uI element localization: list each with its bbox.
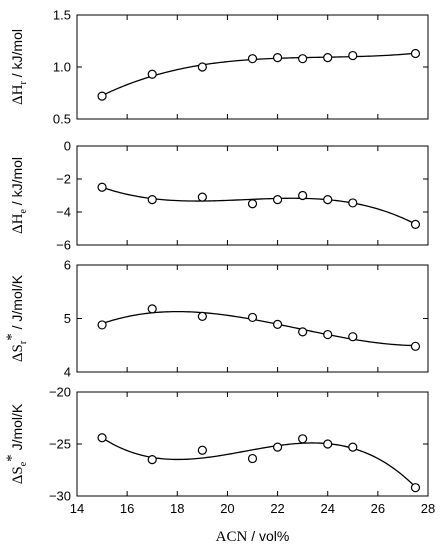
y-axis-label-symbol: ΔH [10, 84, 26, 105]
data-point [298, 190, 308, 201]
x-tick-label: 16 [120, 501, 134, 516]
data-point [323, 439, 333, 449]
data-point [247, 453, 258, 464]
y-tick-label: −2 [56, 172, 71, 187]
data-point [197, 62, 207, 72]
y-tick-label: −20 [49, 385, 71, 400]
y-tick-label: −4 [56, 205, 71, 220]
x-tick-label: 26 [371, 501, 385, 516]
data-point [197, 445, 207, 455]
data-point [323, 329, 333, 340]
data-point [247, 199, 258, 209]
y-axis-label-unit: / kJ/mol [9, 29, 25, 81]
y-axis-label: ΔSr* / J/mol/K [4, 274, 29, 362]
x-tick-label: 20 [220, 501, 234, 516]
y-tick-label: 1.5 [53, 8, 71, 23]
plot-frame [76, 14, 429, 120]
data-point [298, 434, 308, 444]
panel-3: 4 5 6 ΔSr* / J/mol/K [4, 258, 429, 380]
data-point [410, 219, 421, 229]
data-point [348, 442, 358, 452]
y-axis-label-unit: J/mol/K [9, 403, 25, 454]
data-point [323, 53, 333, 63]
data-point [410, 341, 421, 351]
data-point [147, 69, 157, 79]
data-point [97, 320, 107, 330]
x-tick-label: 28 [421, 501, 435, 516]
y-axis-label-superscript: * [4, 454, 20, 462]
data-point [197, 192, 207, 202]
y-axis-label-subscript: r [18, 340, 29, 344]
data-point [147, 455, 157, 465]
y-axis-label-symbol: ΔH [10, 213, 26, 234]
y-axis-label: ΔHe / kJ/mol [9, 157, 29, 234]
plot-frame [76, 391, 429, 497]
panel-2: −6 −4 −2 0 ΔHe / kJ/mol [9, 139, 429, 253]
data-point [97, 91, 107, 101]
x-axis-label: ACN / vol% [216, 528, 290, 545]
data-point [410, 48, 421, 59]
data-point [323, 195, 333, 205]
data-point [272, 53, 283, 63]
y-tick-label: 0 [64, 139, 71, 154]
y-axis-label-subscript: e [18, 461, 29, 466]
data-point [410, 483, 421, 493]
data-point [348, 50, 358, 61]
y-tick-label: 1.0 [53, 60, 71, 75]
y-tick-label: −30 [49, 489, 71, 504]
y-tick-label: 5 [64, 311, 71, 326]
y-axis-label-subscript: e [18, 209, 29, 214]
y-tick-label: 4 [64, 365, 71, 380]
x-axis-label-symbol: ACN [216, 529, 248, 545]
y-tick-label: −25 [49, 437, 71, 452]
data-point [247, 54, 258, 64]
y-axis-label-symbol: ΔS [10, 466, 26, 484]
y-axis-label-unit: / J/mol/K [9, 274, 25, 333]
y-axis-label-symbol: ΔS [10, 344, 26, 362]
x-tick-label: 22 [270, 501, 284, 516]
y-tick-label: 0.5 [53, 112, 71, 127]
y-axis-label: ΔHr / kJ/mol [9, 29, 29, 105]
y-axis-label-subscript: r [18, 80, 29, 84]
y-axis-label-unit: / kJ/mol [9, 157, 25, 209]
data-point [197, 311, 207, 321]
data-point [147, 195, 157, 205]
y-tick-label: −6 [56, 238, 71, 253]
data-point [348, 332, 358, 342]
x-tick-label: 18 [170, 501, 184, 516]
data-point [97, 182, 107, 192]
panel-1: 0.5 1.0 1.5 ΔHr / kJ/mol [9, 8, 429, 127]
data-point [298, 327, 308, 337]
y-tick-label: 6 [64, 258, 71, 273]
data-point [348, 198, 358, 208]
plot-frame [76, 145, 429, 246]
y-axis-label-superscript: * [4, 333, 20, 341]
x-tick-label: 14 [70, 501, 84, 516]
data-point [247, 312, 258, 323]
data-point [272, 195, 283, 205]
y-axis-label: ΔSe* J/mol/K [4, 403, 29, 484]
data-point [272, 442, 283, 452]
x-axis-label-unit: / vol% [247, 528, 289, 544]
panel-4: −30 −25 −20 14 16 18 20 22 24 26 28 ΔSe* J/mol/K [4, 385, 435, 517]
data-point [298, 54, 308, 64]
data-point [147, 304, 157, 314]
fit-curve [101, 186, 416, 225]
data-point [272, 319, 283, 329]
data-point [97, 433, 107, 443]
x-tick-label: 24 [320, 501, 334, 516]
fit-curve [101, 310, 416, 347]
